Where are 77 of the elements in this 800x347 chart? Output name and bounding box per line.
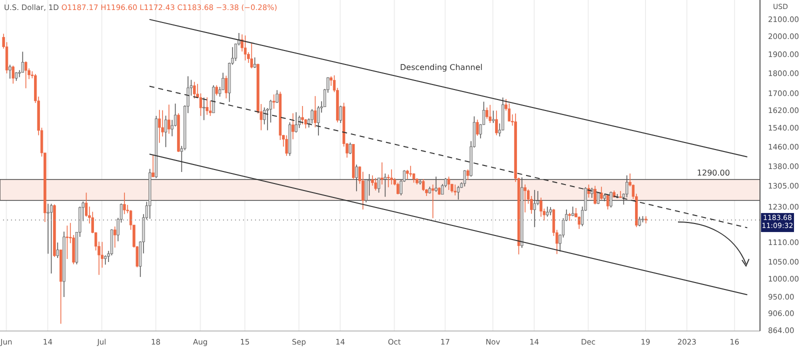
candlestick — [21, 51, 24, 74]
candlestick — [638, 216, 641, 227]
candlestick — [310, 108, 314, 124]
candlestick — [24, 60, 28, 89]
candlestick — [208, 100, 212, 116]
candlestick — [492, 110, 495, 124]
candlestick — [495, 110, 498, 136]
candlestick — [644, 216, 648, 224]
candlestick — [158, 109, 161, 144]
candlestick — [466, 169, 470, 180]
candlestick — [380, 162, 384, 185]
candlestick — [164, 115, 168, 148]
candlestick — [488, 104, 492, 124]
candlestick — [123, 192, 126, 214]
candlestick — [533, 190, 536, 228]
annotation: Descending Channel — [400, 63, 482, 72]
candlestick — [463, 170, 466, 187]
candlestick — [406, 170, 409, 180]
candlestick — [168, 104, 170, 134]
candlestick — [56, 242, 59, 258]
candlestick — [301, 106, 304, 125]
candlestick — [202, 97, 206, 120]
candlestick — [12, 65, 14, 84]
candlestick — [476, 119, 479, 136]
candlestick — [377, 178, 380, 194]
candlestick — [348, 142, 352, 155]
candlestick — [409, 165, 412, 178]
candlestick — [524, 184, 526, 213]
candlestick — [568, 212, 571, 222]
candlestick — [626, 174, 628, 198]
candlestick — [546, 206, 549, 218]
candlestick — [610, 191, 612, 208]
candlestick — [390, 169, 393, 185]
candlestick — [152, 154, 154, 178]
candlestick — [206, 96, 208, 116]
candlestick — [606, 194, 610, 210]
candlestick — [294, 112, 298, 133]
candlestick — [224, 75, 228, 99]
candlestick — [587, 184, 590, 198]
candlestick — [317, 106, 320, 136]
candlestick — [447, 176, 450, 190]
candlestick — [314, 96, 317, 128]
candlestick — [193, 81, 196, 99]
candlestick — [199, 92, 202, 116]
candlestick — [619, 190, 622, 198]
candlestick — [368, 174, 371, 196]
candlestick — [298, 115, 301, 128]
candlestick — [8, 64, 12, 80]
candlestick — [374, 178, 377, 191]
candlestick — [540, 197, 542, 218]
candlestick — [486, 107, 488, 120]
candlestick — [276, 90, 278, 104]
candlestick — [104, 254, 107, 266]
candlestick — [292, 112, 294, 140]
candlestick — [285, 134, 288, 156]
candlestick — [600, 186, 603, 200]
candlestick — [339, 105, 342, 124]
candlestick — [384, 173, 387, 198]
candlestick — [66, 225, 69, 260]
candlestick — [454, 184, 456, 196]
candlestick — [244, 35, 247, 61]
band-label: 1290.00 — [696, 168, 730, 178]
candlestick — [272, 94, 276, 110]
candlestick — [215, 84, 218, 96]
candlestick — [371, 174, 374, 186]
candlestick — [250, 43, 253, 69]
candlestick — [508, 103, 511, 122]
candlestick — [434, 176, 438, 192]
candlestick — [432, 184, 434, 219]
candlestick — [456, 186, 460, 200]
candlestick — [578, 216, 581, 230]
candlestick — [50, 203, 53, 274]
candlestick — [396, 182, 400, 195]
candlestick — [594, 186, 596, 205]
candlestick — [114, 226, 116, 248]
candlestick — [355, 164, 358, 192]
candlestick — [253, 57, 256, 68]
